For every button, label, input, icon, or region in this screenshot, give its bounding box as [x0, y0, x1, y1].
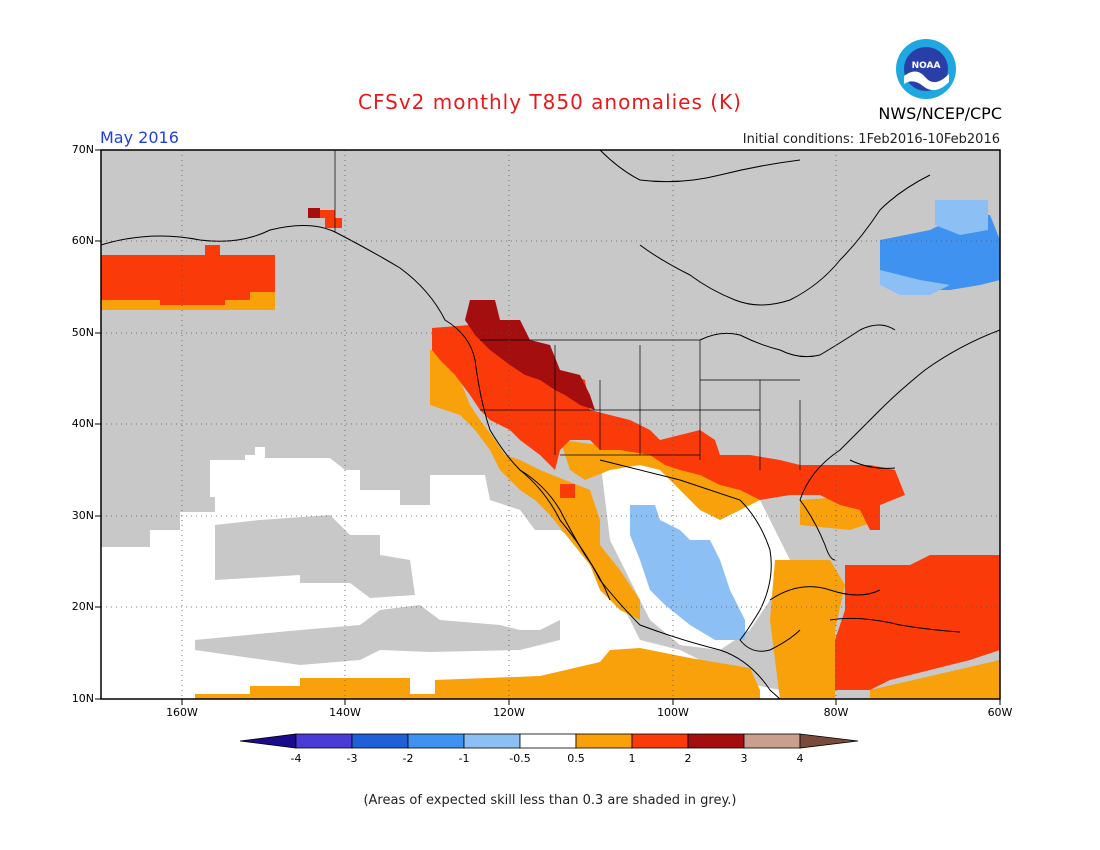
- colorbar-label: -0.5: [509, 752, 531, 765]
- initial-conditions: Initial conditions: 1Feb2016-10Feb2016: [742, 132, 1000, 147]
- colorbar-segment: [631, 733, 689, 749]
- agency-label: NWS/NCEP/CPC: [878, 104, 1002, 123]
- lat-label: 70N: [71, 143, 94, 156]
- colorbar-segment: [687, 733, 745, 749]
- lon-label: 160W: [166, 706, 198, 719]
- colorbar-label: 3: [740, 752, 748, 765]
- cool-region-labrador: [880, 215, 1000, 290]
- colorbar-label: 4: [796, 752, 804, 765]
- lon-label: 140W: [329, 706, 361, 719]
- colorbar-label: -4: [290, 752, 302, 765]
- lat-label: 10N: [71, 692, 94, 705]
- noaa-logo-icon: NOAA: [896, 39, 956, 99]
- colorbar-segment: [239, 733, 297, 749]
- colorbar-segment: [799, 733, 859, 749]
- skill-note: (Areas of expected skill less than 0.3 a…: [363, 793, 737, 808]
- colorbar-label: 1: [628, 752, 636, 765]
- colorbar-label: -3: [346, 752, 358, 765]
- colorbar-segment: [295, 733, 353, 749]
- lon-label: 80W: [823, 706, 849, 719]
- colorbar-segment: [743, 733, 801, 749]
- colorbar-segment: [575, 733, 633, 749]
- colorbar-segment: [351, 733, 409, 749]
- lat-label: 40N: [71, 417, 94, 430]
- lat-label: 20N: [71, 600, 94, 613]
- noaa-logo-text: NOAA: [912, 61, 941, 71]
- lon-label: 60W: [987, 706, 1013, 719]
- colorbar-segment: [407, 733, 465, 749]
- colorbar-label: -2: [402, 752, 414, 765]
- cool-region-mexico: [630, 505, 745, 640]
- colorbar-label: 2: [684, 752, 692, 765]
- warm-region-west-coast: [430, 350, 640, 620]
- warm-region-southern-band: [195, 648, 760, 699]
- lon-label: 100W: [657, 706, 689, 719]
- lon-label: 120W: [493, 706, 525, 719]
- strong-warm-region-rockies: [465, 300, 595, 410]
- warm-region-alaska: [101, 245, 275, 305]
- lat-label: 50N: [71, 326, 94, 339]
- colorbar-segment: [519, 733, 577, 749]
- forecast-period: May 2016: [100, 128, 179, 147]
- colorbar-label: 0.5: [567, 752, 585, 765]
- page-title: CFSv2 monthly T850 anomalies (K): [358, 90, 742, 114]
- lat-label: 60N: [71, 234, 94, 247]
- colorbar: [239, 733, 859, 749]
- lat-label: 30N: [71, 509, 94, 522]
- colorbar-label: -1: [458, 752, 470, 765]
- colorbar-segment: [463, 733, 521, 749]
